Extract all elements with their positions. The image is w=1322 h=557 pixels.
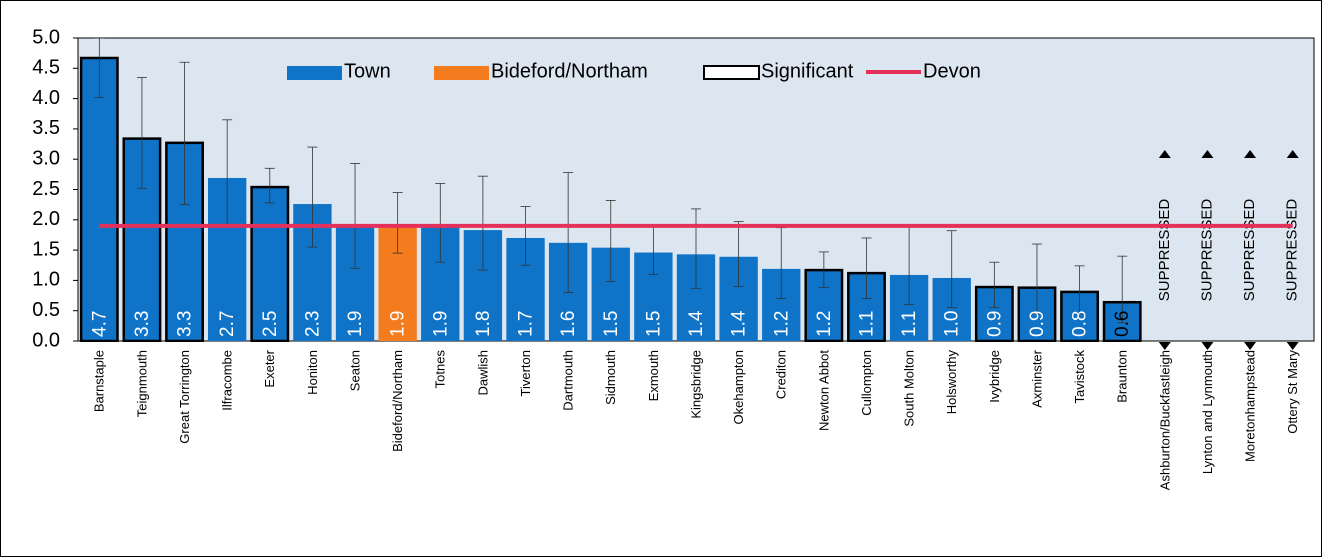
arrow bbox=[1286, 342, 1299, 350]
x-tick-label: Braunton bbox=[1115, 350, 1130, 403]
legend-swatch bbox=[703, 65, 760, 80]
data-label: 1.7 bbox=[516, 311, 537, 337]
x-tick-label: Dartmouth bbox=[561, 350, 576, 411]
x-tick-label: Ashburton/Buckfastleigh bbox=[1157, 350, 1172, 490]
x-tick-label: Bideford/Northam bbox=[390, 350, 405, 452]
data-label: 1.9 bbox=[430, 311, 451, 337]
data-label: SUPPRESSED bbox=[1198, 199, 1215, 302]
arrow bbox=[1201, 150, 1214, 158]
data-label: SUPPRESSED bbox=[1241, 199, 1258, 302]
x-tick-label: Sidmouth bbox=[603, 350, 618, 405]
x-tick-label: South Molton bbox=[902, 350, 917, 427]
data-label: 1.8 bbox=[473, 311, 494, 337]
bar bbox=[250, 185, 290, 342]
x-tick-label: Axminster bbox=[1029, 349, 1044, 407]
data-label: 2.7 bbox=[217, 311, 238, 337]
y-tick-label: 5.0 bbox=[32, 26, 60, 48]
arrow bbox=[1158, 342, 1171, 350]
data-label: 0.9 bbox=[984, 311, 1005, 337]
x-tick-label: Okehampton bbox=[731, 350, 746, 424]
bar bbox=[79, 56, 119, 342]
y-tick-label: 3.0 bbox=[32, 147, 60, 169]
x-tick-label: Ivybridge bbox=[987, 350, 1002, 403]
x-tick-label: Newton Abbot bbox=[816, 350, 831, 431]
x-tick-label: Holsworthy bbox=[944, 350, 959, 415]
legend-label: Devon bbox=[923, 60, 981, 82]
legend-label: Town bbox=[344, 60, 391, 82]
data-label: 1.4 bbox=[729, 310, 750, 337]
x-tick-label: Ilfracombe bbox=[220, 350, 235, 411]
y-tick-label: 2.5 bbox=[32, 178, 60, 200]
data-label: SUPPRESSED bbox=[1156, 199, 1173, 302]
x-tick-label: Exmouth bbox=[646, 350, 661, 401]
legend-swatch bbox=[434, 66, 489, 80]
arrow bbox=[1158, 150, 1171, 158]
y-tick-label: 4.0 bbox=[32, 87, 60, 109]
data-label: 1.9 bbox=[388, 311, 409, 337]
arrow bbox=[1244, 150, 1257, 158]
data-label: 0.6 bbox=[1112, 311, 1133, 337]
data-label: 1.6 bbox=[558, 311, 579, 337]
data-label: 1.5 bbox=[601, 311, 622, 337]
x-tick-label: Totnes bbox=[433, 350, 448, 389]
data-label: 1.2 bbox=[771, 311, 792, 337]
data-label: 3.3 bbox=[175, 311, 196, 337]
overlay: 0.0 0.5 1.0 1.5 2.0 2.5 3.0 3.5 4.0 4.5 5.0 Barnsta… bbox=[32, 26, 1300, 490]
x-tick-label: Moretonhampstead bbox=[1243, 350, 1258, 462]
data-label: 1.1 bbox=[856, 311, 877, 337]
data-label: 1.9 bbox=[345, 311, 366, 337]
data-label: 1.1 bbox=[899, 311, 920, 337]
arrow bbox=[1286, 150, 1299, 158]
x-tick-label: Great Torrington bbox=[177, 350, 192, 444]
x-tick-label: Crediton bbox=[774, 350, 789, 399]
x-tick-label: Kingsbridge bbox=[688, 350, 703, 419]
x-tick-label: Barnstaple bbox=[92, 350, 107, 412]
x-tick-label: Honiton bbox=[305, 350, 320, 395]
y-tick-label: 1.0 bbox=[32, 269, 60, 291]
x-tick-label: Ottery St Mary bbox=[1285, 350, 1300, 434]
arrow bbox=[1201, 342, 1214, 350]
x-tick-label: Seaton bbox=[347, 350, 362, 391]
y-tick-label: 0.0 bbox=[32, 329, 60, 351]
x-tick-label: Exeter bbox=[262, 349, 277, 387]
x-tick-label: Tavistock bbox=[1072, 350, 1087, 404]
data-label: 1.2 bbox=[814, 311, 835, 337]
x-tick-label: Lynton and Lynmouth bbox=[1200, 350, 1215, 474]
y-tick-label: 1.5 bbox=[32, 238, 60, 260]
data-label: 4.7 bbox=[89, 311, 110, 337]
plot bbox=[79, 38, 1142, 342]
legend-label: Significant bbox=[761, 60, 854, 82]
data-label: 2.3 bbox=[302, 311, 323, 337]
x-tick-label: Tiverton bbox=[518, 350, 533, 396]
data-label: 0.8 bbox=[1070, 311, 1091, 337]
data-label: 2.5 bbox=[260, 311, 281, 337]
data-label: 1.0 bbox=[942, 311, 963, 337]
data-label: 1.5 bbox=[643, 311, 664, 337]
y-tick-label: 0.5 bbox=[32, 299, 60, 321]
legend-swatch bbox=[287, 66, 342, 80]
data-label: 3.3 bbox=[132, 311, 153, 337]
x-tick-label: Teignmouth bbox=[134, 350, 149, 417]
y-tick-label: 4.5 bbox=[32, 57, 60, 79]
arrow bbox=[1244, 342, 1257, 350]
data-label: 0.9 bbox=[1027, 311, 1048, 337]
x-tick-label: Dawlish bbox=[475, 350, 490, 396]
legend-label: Bideford/Northam bbox=[491, 60, 648, 82]
data-label: 1.4 bbox=[686, 310, 707, 337]
y-tick-label: 3.5 bbox=[32, 117, 60, 139]
bar bbox=[974, 285, 1014, 342]
y-tick-label: 2.0 bbox=[32, 208, 60, 230]
data-label: SUPPRESSED bbox=[1284, 199, 1301, 302]
x-tick-label: Cullompton bbox=[859, 350, 874, 416]
